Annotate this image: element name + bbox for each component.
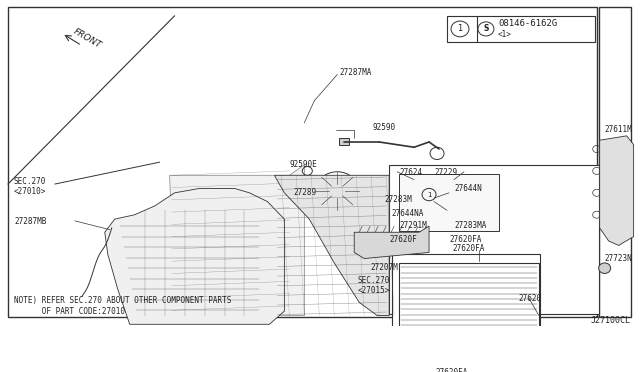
Bar bbox=[392, 254, 540, 359]
Text: SEC.270: SEC.270 bbox=[358, 276, 390, 285]
Bar bbox=[399, 263, 539, 357]
Text: 27644N: 27644N bbox=[454, 184, 482, 193]
Bar bbox=[189, 279, 225, 303]
Text: 27207M: 27207M bbox=[371, 263, 398, 272]
Bar bbox=[389, 165, 598, 314]
Text: <1>: <1> bbox=[498, 30, 512, 39]
Text: 27287MB: 27287MB bbox=[14, 217, 46, 226]
Polygon shape bbox=[105, 189, 284, 324]
Text: J27100CL: J27100CL bbox=[591, 315, 630, 324]
Text: 27620FA: 27620FA bbox=[449, 235, 481, 244]
Text: 92590: 92590 bbox=[372, 123, 396, 132]
Text: 27620FA: 27620FA bbox=[436, 368, 468, 372]
Text: 27620FA: 27620FA bbox=[452, 244, 484, 253]
Text: 27644NA: 27644NA bbox=[391, 209, 424, 218]
Text: <27015>: <27015> bbox=[358, 286, 390, 295]
Polygon shape bbox=[275, 175, 389, 315]
Text: OF PART CODE:27010: OF PART CODE:27010 bbox=[14, 307, 125, 316]
Bar bbox=[189, 250, 225, 274]
Text: 27283M: 27283M bbox=[384, 195, 412, 203]
Text: <27010>: <27010> bbox=[14, 187, 46, 196]
Bar bbox=[339, 138, 349, 145]
Bar bbox=[140, 289, 180, 315]
Text: 27624: 27624 bbox=[399, 168, 422, 177]
Polygon shape bbox=[600, 136, 634, 246]
Circle shape bbox=[598, 263, 611, 273]
Text: 27620: 27620 bbox=[519, 294, 542, 302]
Polygon shape bbox=[354, 226, 429, 259]
Text: 27723N: 27723N bbox=[605, 254, 632, 263]
Text: 27283MA: 27283MA bbox=[454, 221, 486, 230]
Bar bbox=[140, 259, 180, 285]
Bar bbox=[447, 16, 595, 42]
Text: SEC.270: SEC.270 bbox=[14, 177, 46, 186]
Polygon shape bbox=[170, 165, 305, 315]
Text: 27289: 27289 bbox=[293, 189, 317, 198]
Bar bbox=[189, 224, 225, 248]
Text: FRONT: FRONT bbox=[72, 27, 103, 50]
Text: 27287MA: 27287MA bbox=[339, 68, 372, 77]
Text: NOTE) REFER SEC.270 ABOUT OTHER COMPONENT PARTS: NOTE) REFER SEC.270 ABOUT OTHER COMPONEN… bbox=[14, 296, 231, 305]
Bar bbox=[598, 7, 630, 317]
Text: 27291M: 27291M bbox=[399, 221, 427, 230]
Bar bbox=[399, 173, 499, 231]
Text: 92590E: 92590E bbox=[289, 160, 317, 169]
Text: 27620F: 27620F bbox=[389, 235, 417, 244]
Bar bbox=[140, 228, 180, 254]
Text: 27611M: 27611M bbox=[605, 125, 632, 134]
Text: 27229: 27229 bbox=[434, 168, 457, 177]
Text: S: S bbox=[483, 25, 488, 33]
Text: 1: 1 bbox=[427, 192, 431, 198]
Text: 08146-6162G: 08146-6162G bbox=[498, 19, 557, 28]
Text: 1: 1 bbox=[458, 25, 463, 33]
